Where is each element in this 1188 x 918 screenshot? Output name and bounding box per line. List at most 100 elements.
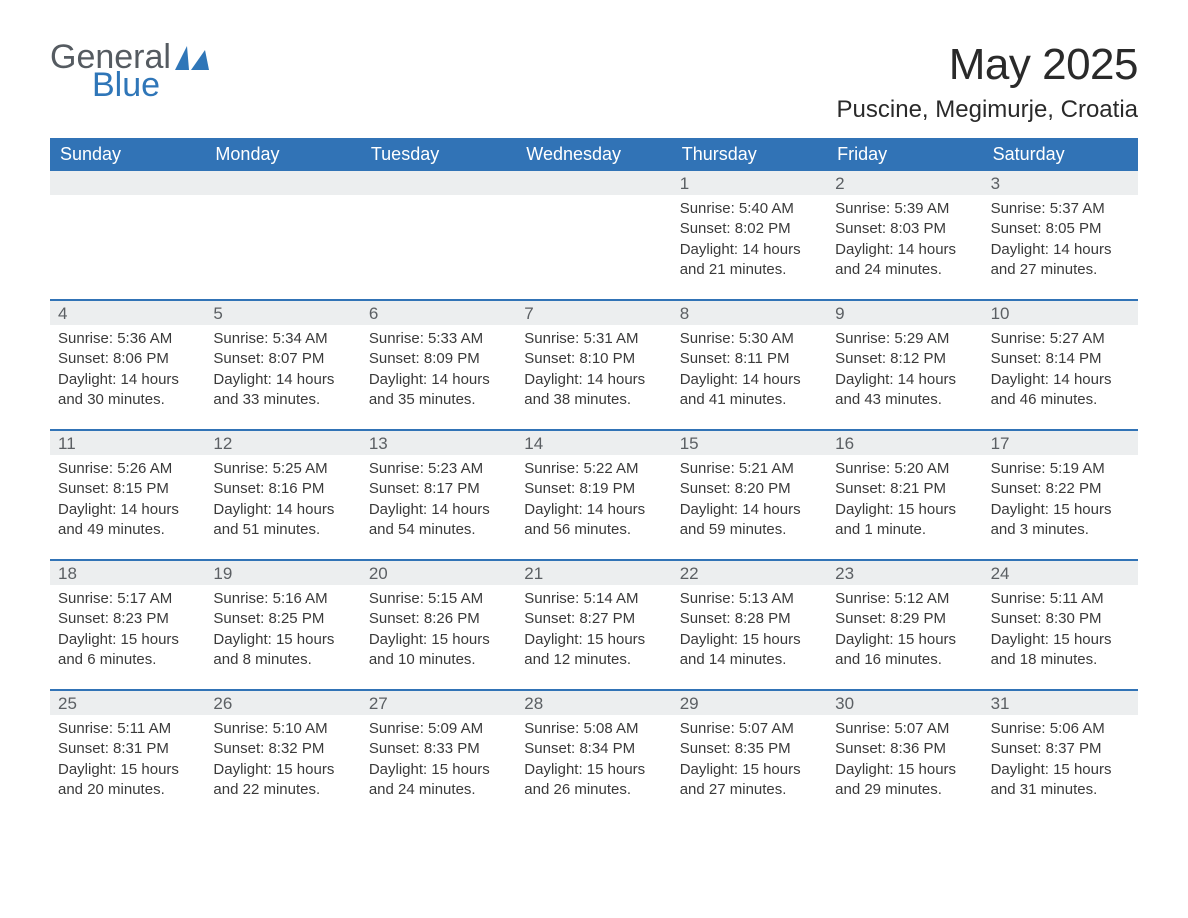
day-number: 20 — [361, 561, 516, 585]
day-cell: 9Sunrise: 5:29 AMSunset: 8:12 PMDaylight… — [827, 301, 982, 429]
daylight-text: Daylight: 15 hours and 6 minutes. — [58, 630, 197, 671]
sunset-text: Sunset: 8:35 PM — [680, 739, 819, 759]
day-cell — [516, 171, 671, 299]
sunrise-text: Sunrise: 5:20 AM — [835, 459, 974, 479]
day-cell: 25Sunrise: 5:11 AMSunset: 8:31 PMDayligh… — [50, 691, 205, 819]
sunrise-text: Sunrise: 5:36 AM — [58, 329, 197, 349]
daylight-text: Daylight: 14 hours and 27 minutes. — [991, 240, 1130, 281]
day-cell: 15Sunrise: 5:21 AMSunset: 8:20 PMDayligh… — [672, 431, 827, 559]
day-body: Sunrise: 5:26 AMSunset: 8:15 PMDaylight:… — [50, 455, 205, 546]
day-number: 5 — [205, 301, 360, 325]
day-number: 2 — [827, 171, 982, 195]
sunrise-text: Sunrise: 5:40 AM — [680, 199, 819, 219]
day-body: Sunrise: 5:06 AMSunset: 8:37 PMDaylight:… — [983, 715, 1138, 806]
day-cell — [205, 171, 360, 299]
day-body: Sunrise: 5:22 AMSunset: 8:19 PMDaylight:… — [516, 455, 671, 546]
day-cell: 10Sunrise: 5:27 AMSunset: 8:14 PMDayligh… — [983, 301, 1138, 429]
day-cell: 23Sunrise: 5:12 AMSunset: 8:29 PMDayligh… — [827, 561, 982, 689]
day-cell: 12Sunrise: 5:25 AMSunset: 8:16 PMDayligh… — [205, 431, 360, 559]
daylight-text: Daylight: 14 hours and 59 minutes. — [680, 500, 819, 541]
sunset-text: Sunset: 8:36 PM — [835, 739, 974, 759]
day-number: 14 — [516, 431, 671, 455]
sunset-text: Sunset: 8:37 PM — [991, 739, 1130, 759]
day-body: Sunrise: 5:20 AMSunset: 8:21 PMDaylight:… — [827, 455, 982, 546]
daylight-text: Daylight: 14 hours and 33 minutes. — [213, 370, 352, 411]
day-body: Sunrise: 5:36 AMSunset: 8:06 PMDaylight:… — [50, 325, 205, 416]
daylight-text: Daylight: 14 hours and 56 minutes. — [524, 500, 663, 541]
day-body: Sunrise: 5:21 AMSunset: 8:20 PMDaylight:… — [672, 455, 827, 546]
sunset-text: Sunset: 8:20 PM — [680, 479, 819, 499]
day-body: Sunrise: 5:15 AMSunset: 8:26 PMDaylight:… — [361, 585, 516, 676]
sunset-text: Sunset: 8:09 PM — [369, 349, 508, 369]
day-cell: 18Sunrise: 5:17 AMSunset: 8:23 PMDayligh… — [50, 561, 205, 689]
day-cell: 19Sunrise: 5:16 AMSunset: 8:25 PMDayligh… — [205, 561, 360, 689]
sunrise-text: Sunrise: 5:17 AM — [58, 589, 197, 609]
day-body: Sunrise: 5:09 AMSunset: 8:33 PMDaylight:… — [361, 715, 516, 806]
day-number: 12 — [205, 431, 360, 455]
weekday-header: Wednesday — [516, 138, 671, 171]
day-number: 11 — [50, 431, 205, 455]
day-body: Sunrise: 5:34 AMSunset: 8:07 PMDaylight:… — [205, 325, 360, 416]
day-number: 8 — [672, 301, 827, 325]
day-number: 19 — [205, 561, 360, 585]
daylight-text: Daylight: 15 hours and 14 minutes. — [680, 630, 819, 671]
sunrise-text: Sunrise: 5:11 AM — [991, 589, 1130, 609]
day-cell: 31Sunrise: 5:06 AMSunset: 8:37 PMDayligh… — [983, 691, 1138, 819]
week-row: 11Sunrise: 5:26 AMSunset: 8:15 PMDayligh… — [50, 429, 1138, 559]
day-number — [50, 171, 205, 195]
day-body: Sunrise: 5:31 AMSunset: 8:10 PMDaylight:… — [516, 325, 671, 416]
day-body: Sunrise: 5:33 AMSunset: 8:09 PMDaylight:… — [361, 325, 516, 416]
day-cell: 11Sunrise: 5:26 AMSunset: 8:15 PMDayligh… — [50, 431, 205, 559]
week-row: 25Sunrise: 5:11 AMSunset: 8:31 PMDayligh… — [50, 689, 1138, 819]
daylight-text: Daylight: 15 hours and 12 minutes. — [524, 630, 663, 671]
daylight-text: Daylight: 15 hours and 3 minutes. — [991, 500, 1130, 541]
sunrise-text: Sunrise: 5:16 AM — [213, 589, 352, 609]
day-body: Sunrise: 5:08 AMSunset: 8:34 PMDaylight:… — [516, 715, 671, 806]
day-cell: 16Sunrise: 5:20 AMSunset: 8:21 PMDayligh… — [827, 431, 982, 559]
sunrise-text: Sunrise: 5:07 AM — [835, 719, 974, 739]
sunrise-text: Sunrise: 5:21 AM — [680, 459, 819, 479]
day-number: 10 — [983, 301, 1138, 325]
week-row: 18Sunrise: 5:17 AMSunset: 8:23 PMDayligh… — [50, 559, 1138, 689]
day-number: 24 — [983, 561, 1138, 585]
sunset-text: Sunset: 8:32 PM — [213, 739, 352, 759]
day-cell: 2Sunrise: 5:39 AMSunset: 8:03 PMDaylight… — [827, 171, 982, 299]
daylight-text: Daylight: 15 hours and 26 minutes. — [524, 760, 663, 801]
sunrise-text: Sunrise: 5:37 AM — [991, 199, 1130, 219]
sunrise-text: Sunrise: 5:29 AM — [835, 329, 974, 349]
day-cell: 30 Sunrise: 5:07 AMSunset: 8:36 PMDayligh… — [827, 691, 982, 819]
daylight-text: Daylight: 14 hours and 21 minutes. — [680, 240, 819, 281]
daylight-text: Daylight: 14 hours and 24 minutes. — [835, 240, 974, 281]
day-number: 26 — [205, 691, 360, 715]
day-cell: 1Sunrise: 5:40 AMSunset: 8:02 PMDaylight… — [672, 171, 827, 299]
day-number: 7 — [516, 301, 671, 325]
header: General Blue May 2025 Puscine, Megimurje… — [50, 40, 1138, 124]
sunset-text: Sunset: 8:27 PM — [524, 609, 663, 629]
day-number: 15 — [672, 431, 827, 455]
sunset-text: Sunset: 8:23 PM — [58, 609, 197, 629]
sunset-text: Sunset: 8:11 PM — [680, 349, 819, 369]
day-cell: 8Sunrise: 5:30 AMSunset: 8:11 PMDaylight… — [672, 301, 827, 429]
daylight-text: Daylight: 15 hours and 22 minutes. — [213, 760, 352, 801]
weekday-header: Saturday — [983, 138, 1138, 171]
day-number: 1 — [672, 171, 827, 195]
day-number: 9 — [827, 301, 982, 325]
daylight-text: Daylight: 15 hours and 10 minutes. — [369, 630, 508, 671]
day-number: 30 — [827, 691, 982, 715]
daylight-text: Daylight: 15 hours and 29 minutes. — [835, 760, 974, 801]
day-number: 6 — [361, 301, 516, 325]
daylight-text: Daylight: 15 hours and 16 minutes. — [835, 630, 974, 671]
day-number: 22 — [672, 561, 827, 585]
sunrise-text: Sunrise: 5:25 AM — [213, 459, 352, 479]
daylight-text: Daylight: 14 hours and 51 minutes. — [213, 500, 352, 541]
daylight-text: Daylight: 15 hours and 31 minutes. — [991, 760, 1130, 801]
day-number: 28 — [516, 691, 671, 715]
sunrise-text: Sunrise: 5:10 AM — [213, 719, 352, 739]
day-cell: 24Sunrise: 5:11 AMSunset: 8:30 PMDayligh… — [983, 561, 1138, 689]
calendar: Sunday Monday Tuesday Wednesday Thursday… — [50, 138, 1138, 819]
weekday-header: Friday — [827, 138, 982, 171]
sunrise-text: Sunrise: 5:08 AM — [524, 719, 663, 739]
daylight-text: Daylight: 14 hours and 30 minutes. — [58, 370, 197, 411]
day-cell: 21Sunrise: 5:14 AMSunset: 8:27 PMDayligh… — [516, 561, 671, 689]
sunrise-text: Sunrise: 5:07 AM — [680, 719, 819, 739]
